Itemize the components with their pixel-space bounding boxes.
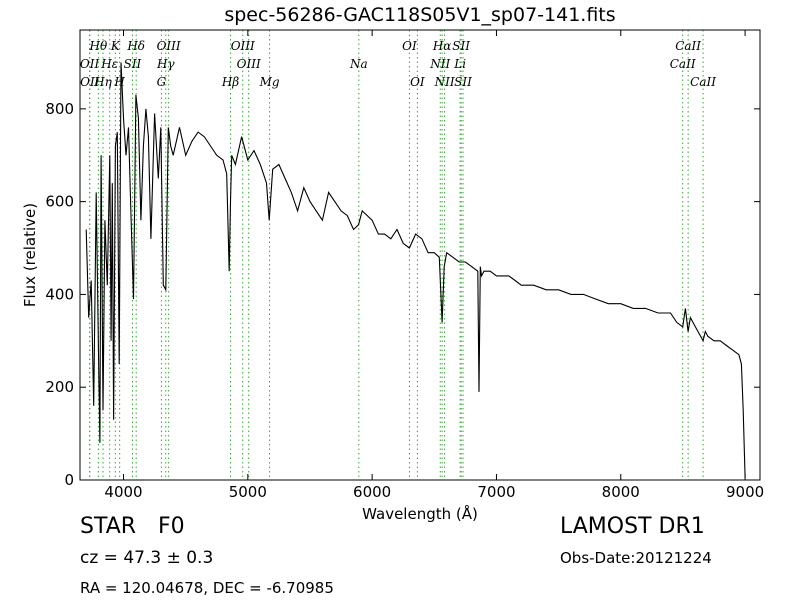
line-label: CaII: [675, 39, 701, 53]
y-tick-label: 200: [45, 378, 74, 396]
line-label: CaII: [670, 57, 696, 71]
line-label: Hβ: [221, 75, 239, 89]
line-label: G: [157, 75, 167, 89]
line-label: OIII: [157, 39, 181, 53]
line-label: SII: [454, 75, 472, 89]
obs-date: Obs-Date:20121224: [560, 549, 712, 567]
x-axis-ticks: 4000 5000 6000 7000 8000 9000: [104, 30, 764, 501]
x-axis-label: Wavelength (Å): [362, 505, 478, 523]
x-tick-label: 8000: [602, 483, 640, 501]
line-label: OII: [80, 75, 100, 89]
line-label: SII: [452, 39, 470, 53]
plot-frame: [79, 29, 761, 481]
line-label: NII: [434, 75, 455, 89]
line-label: Mg: [259, 75, 280, 89]
line-label: Hε: [100, 57, 118, 71]
x-tick-label: 9000: [726, 483, 764, 501]
y-tick-label: 400: [45, 285, 74, 303]
classification: STAR F0: [80, 514, 207, 539]
line-label: OII: [80, 57, 100, 71]
line-label: Li: [453, 57, 466, 71]
redshift-cz: cz = 47.3 ± 0.3: [80, 548, 214, 568]
line-label: SII: [124, 57, 142, 71]
y-axis-ticks: 0 200 400 600 800: [45, 100, 760, 489]
line-label: Na: [349, 57, 368, 71]
line-label: Hγ: [156, 57, 175, 71]
line-label: Hα: [432, 39, 452, 53]
chart-title: spec-56286-GAC118S05V1_sp07-141.fits: [224, 4, 616, 26]
y-tick-label: 0: [64, 471, 74, 489]
spectrum-line: [85, 62, 746, 478]
line-label: OIII: [237, 57, 261, 71]
line-label: H: [113, 75, 125, 89]
line-label: OI: [410, 75, 425, 89]
line-label: OIII: [231, 39, 255, 53]
y-tick-label: 600: [45, 193, 74, 211]
object-subclass: F0: [158, 514, 185, 539]
object-class: STAR: [80, 514, 137, 539]
x-tick-label: 7000: [477, 483, 515, 501]
line-label: Hη: [93, 75, 112, 89]
line-label: Hδ: [126, 39, 145, 53]
x-tick-label: 4000: [104, 483, 142, 501]
x-tick-label: 6000: [353, 483, 391, 501]
y-axis-label: Flux (relative): [21, 202, 39, 308]
line-label: Hθ: [89, 39, 108, 53]
line-label: OI: [402, 39, 417, 53]
survey-name: LAMOST DR1: [560, 514, 705, 539]
x-tick-label: 5000: [229, 483, 267, 501]
ra-dec: RA = 120.04678, DEC = -6.70985: [80, 579, 334, 597]
line-label: K: [110, 39, 121, 53]
y-tick-label: 800: [45, 100, 74, 118]
line-label: NII: [429, 57, 450, 71]
line-label: CaII: [690, 75, 716, 89]
spectral-line-markers: [89, 30, 704, 480]
